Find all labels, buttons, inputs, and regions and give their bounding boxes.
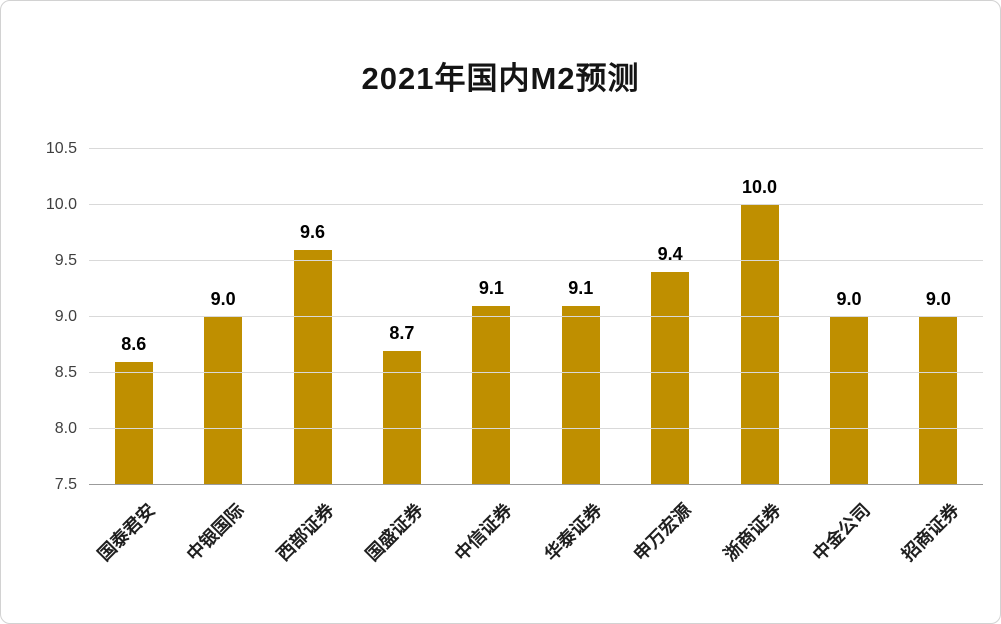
x-axis-category-label: 中信证券: [451, 499, 517, 565]
plot-area: 8.6 9.0 9.6 8.7 9.1 9.1 9.4 10.0 9.0 9.0: [89, 148, 983, 485]
bar: [561, 306, 600, 485]
bar-value-label: 9.6: [300, 222, 326, 242]
bar-value-label: 9.1: [478, 278, 504, 298]
bar: [472, 306, 511, 485]
bar-value-label: 9.4: [657, 244, 683, 264]
x-axis-category-cell: 国泰君安: [89, 491, 178, 616]
bar-column: 8.7: [357, 149, 446, 485]
y-axis-tick-label: 9.0: [54, 308, 77, 325]
bar-value-label: 8.7: [389, 323, 415, 343]
gridline: [89, 204, 983, 205]
x-axis-category-label: 申万宏源: [630, 499, 696, 565]
x-axis-category-label: 国泰君安: [93, 499, 159, 565]
x-axis-category-label: 招商证券: [898, 499, 964, 565]
gridline: [89, 260, 983, 261]
gridline: [89, 316, 983, 317]
bar-value-label: 9.0: [210, 289, 236, 309]
bar-value-label: 9.1: [568, 278, 594, 298]
bar-column: 9.0: [894, 149, 983, 485]
gridline: [89, 148, 983, 149]
x-axis-category-label: 华泰证券: [540, 499, 606, 565]
x-axis-category-cell: 申万宏源: [625, 491, 714, 616]
y-axis-tick-label: 10.0: [45, 196, 77, 213]
x-axis-category-cell: 中金公司: [804, 491, 893, 616]
x-axis-category-cell: 中银国际: [178, 491, 267, 616]
bar-column: 9.1: [536, 149, 625, 485]
x-axis-category-cell: 国盛证券: [357, 491, 446, 616]
y-axis-tick-label: 8.0: [54, 420, 77, 437]
bar: [651, 272, 690, 485]
bars-container: 8.6 9.0 9.6 8.7 9.1 9.1 9.4 10.0 9.0 9.0: [89, 149, 983, 485]
bar-column: 9.0: [178, 149, 267, 485]
gridline: [89, 372, 983, 373]
gridline: [89, 428, 983, 429]
bar: [829, 317, 868, 485]
y-axis: 7.5 8.0 8.5 9.0 9.5 10.0 10.5: [1, 140, 77, 493]
bar: [919, 317, 958, 485]
x-axis-category-label: 国盛证券: [361, 499, 427, 565]
bar: [740, 205, 779, 485]
x-axis-category-cell: 华泰证券: [536, 491, 625, 616]
x-axis-category-cell: 中信证券: [447, 491, 536, 616]
bar: [293, 250, 332, 485]
bar-value-label: 10.0: [742, 177, 778, 197]
bar-column: 9.4: [625, 149, 714, 485]
x-axis-line: [89, 484, 983, 485]
bar-column: 9.6: [268, 149, 357, 485]
x-axis-category-cell: 西部证券: [268, 491, 357, 616]
bar: [204, 317, 243, 485]
bar-value-label: 9.0: [925, 289, 951, 309]
bar: [114, 362, 153, 485]
bar-column: 10.0: [715, 149, 804, 485]
x-axis-category-label: 中金公司: [808, 499, 874, 565]
x-axis-category-cell: 浙商证券: [715, 491, 804, 616]
bar: [382, 351, 421, 485]
y-axis-tick-label: 10.5: [45, 140, 77, 157]
x-axis-category-label: 西部证券: [272, 499, 338, 565]
bar-value-label: 8.6: [121, 334, 147, 354]
y-axis-tick-label: 8.5: [54, 364, 77, 381]
bar-column: 9.0: [804, 149, 893, 485]
x-axis-labels: 国泰君安 中银国际 西部证券 国盛证券 中信证券 华泰证券 申万宏源 浙商证券 中金公司 招商证券: [89, 491, 983, 616]
y-axis-tick-label: 7.5: [54, 476, 77, 493]
chart-title: 2021年国内M2预测: [361, 61, 640, 96]
x-axis-category-label: 中银国际: [183, 499, 249, 565]
y-axis-tick-label: 9.5: [54, 252, 77, 269]
x-axis-category-label: 浙商证券: [719, 499, 785, 565]
bar-value-label: 9.0: [836, 289, 862, 309]
bar-column: 9.1: [447, 149, 536, 485]
x-axis-category-cell: 招商证券: [894, 491, 983, 616]
bar-column: 8.6: [89, 149, 178, 485]
